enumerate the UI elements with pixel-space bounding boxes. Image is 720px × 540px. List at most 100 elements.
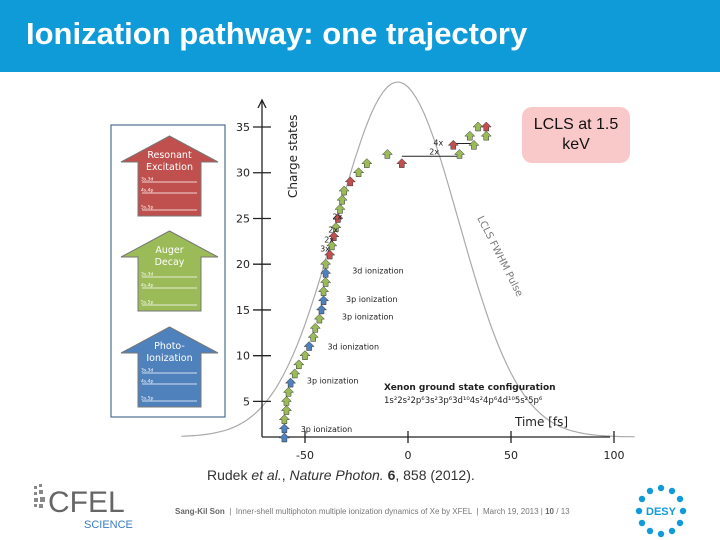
- x-tick-label: 50: [504, 449, 518, 462]
- auger-point: [307, 332, 319, 342]
- legend-item: Photo-Ionization 3s,3d 4s,4p 5s,5p: [120, 326, 219, 408]
- level-label: 3s,3d: [141, 177, 154, 183]
- y-tick-label: 30: [236, 167, 250, 180]
- resonant-point: [447, 139, 459, 150]
- legend-arrow: [120, 135, 219, 217]
- x-tick-label: 0: [405, 449, 412, 462]
- slide-title: Ionization pathway: one trajectory: [26, 16, 528, 51]
- desy-logo: DESY: [635, 484, 687, 538]
- x-tick-label: -50: [296, 449, 314, 462]
- level-label: 5s,5p: [141, 205, 154, 211]
- y-tick-label: 5: [243, 395, 250, 408]
- auger-point: [352, 167, 365, 177]
- level-label: 5s,5p: [141, 396, 154, 402]
- title-bar: Ionization pathway: one trajectory: [0, 0, 720, 72]
- y-axis-label: Charge states: [286, 114, 300, 198]
- process-legend: ResonantExcitation3s,3d4s,4p5s,5pAugerDe…: [110, 124, 226, 418]
- auger-point: [336, 194, 348, 205]
- citation-journal: Nature Photon.: [289, 467, 384, 483]
- chart-axes: 5 10 15 20 25 30 35 -50 0 50 100: [236, 98, 625, 462]
- footer-talk: Inner-shell multiphoton multiple ionizat…: [235, 507, 473, 516]
- ground-state-config: 1s²2s²2p⁶3s²3p⁶3d¹⁰4s²4p⁶4d¹⁰5s²5p⁶: [384, 396, 543, 406]
- level-label: 5s,5p: [141, 300, 154, 306]
- level-label: 3s,3d: [141, 368, 154, 374]
- auger-point: [464, 130, 476, 141]
- legend-label: Photo-: [154, 341, 185, 352]
- ground-state-title: Xenon ground state configuration: [384, 383, 556, 393]
- resonant-point: [332, 213, 344, 223]
- auger-point: [326, 240, 338, 251]
- auger-point: [319, 277, 332, 287]
- level-label: 4s,4p: [141, 188, 154, 194]
- auger-point: [282, 386, 295, 397]
- auger-point: [280, 396, 293, 406]
- legend-label: Decay: [155, 257, 185, 268]
- annotation-label: 3p ionization: [346, 295, 398, 304]
- y-tick-label: 10: [236, 350, 250, 363]
- photo-point: [284, 377, 297, 388]
- annotation-label: 2x: [332, 213, 342, 222]
- annotation-label: 3d ionization: [327, 343, 379, 352]
- resonant-point: [328, 231, 340, 242]
- citation-sep: ,: [281, 467, 290, 483]
- figure: ResonantExcitation3s,3d4s,4p5s,5pAugerDe…: [110, 81, 635, 462]
- annotation-label: 3d ionization: [352, 267, 404, 276]
- photo-point: [303, 341, 315, 351]
- footer-total: 13: [560, 507, 570, 516]
- annotation-label: 2x: [328, 225, 338, 234]
- auger-point: [289, 368, 301, 379]
- auger-point: [334, 203, 346, 214]
- level-label: 3s,3d: [141, 272, 154, 278]
- footer-page: 10: [545, 507, 555, 516]
- level-label: 4s,4p: [141, 283, 154, 289]
- footer: Sang-Kil Son | Inner-shell multiphoton m…: [175, 507, 570, 516]
- citation-volume: 6: [387, 467, 396, 483]
- auger-point: [317, 286, 330, 296]
- legend-arrow: [120, 326, 219, 408]
- x-axis-label: Time [fs]: [514, 415, 568, 429]
- auger-point: [278, 414, 291, 424]
- legend-arrow: [120, 230, 219, 312]
- y-tick-label: 35: [236, 121, 250, 134]
- annotation-label: 3p ionization: [307, 376, 359, 385]
- legend-label: Resonant: [147, 150, 192, 161]
- pulse-envelope: [181, 81, 635, 438]
- auger-point: [468, 139, 480, 150]
- citation-authors: Rudek: [207, 467, 252, 483]
- auger-point: [330, 222, 342, 232]
- photo-point: [278, 432, 291, 443]
- photo-point: [278, 423, 291, 434]
- auger-point: [309, 322, 321, 333]
- footer-presenter: Sang-Kil Son: [175, 507, 225, 516]
- annotations: 3p ionization 3p ionization 3d ionization 3…: [301, 139, 444, 434]
- auger-point: [453, 149, 466, 159]
- annotation-label: 2x: [429, 148, 439, 157]
- footer-date: March 19, 2013: [482, 507, 539, 516]
- annotation-label: 4x: [433, 139, 443, 148]
- pulse-label: LCLS FWHM Pulse: [474, 214, 524, 298]
- annotation-label: 3p ionization: [342, 312, 394, 321]
- legend-label: Auger: [155, 245, 183, 256]
- citation-rest: , 858 (2012).: [395, 467, 475, 483]
- auger-point: [338, 185, 350, 196]
- annotation-label: 3x: [320, 245, 330, 254]
- auger-point: [361, 158, 373, 168]
- photo-point: [315, 304, 328, 315]
- resonant-point: [396, 158, 408, 168]
- auger-point: [293, 359, 305, 370]
- desy-text: DESY: [646, 506, 677, 518]
- annotation-label: 3p ionization: [301, 425, 353, 434]
- resonant-point: [324, 249, 336, 260]
- photo-point: [319, 267, 332, 278]
- y-tick-label: 15: [236, 304, 250, 317]
- legend-label: Excitation: [146, 162, 193, 173]
- auger-point: [280, 405, 293, 415]
- citation-etal: et al.: [251, 467, 282, 483]
- auger-point: [319, 258, 332, 269]
- annotation-label: 2x: [324, 236, 334, 245]
- charge-state-chart: LCLS FWHM Pulse 5 10 15 20 25 30 35 -50 0 50 100 3…: [181, 81, 635, 462]
- auger-point: [299, 350, 311, 360]
- auger-point: [313, 313, 326, 324]
- trajectory-points: [278, 121, 492, 443]
